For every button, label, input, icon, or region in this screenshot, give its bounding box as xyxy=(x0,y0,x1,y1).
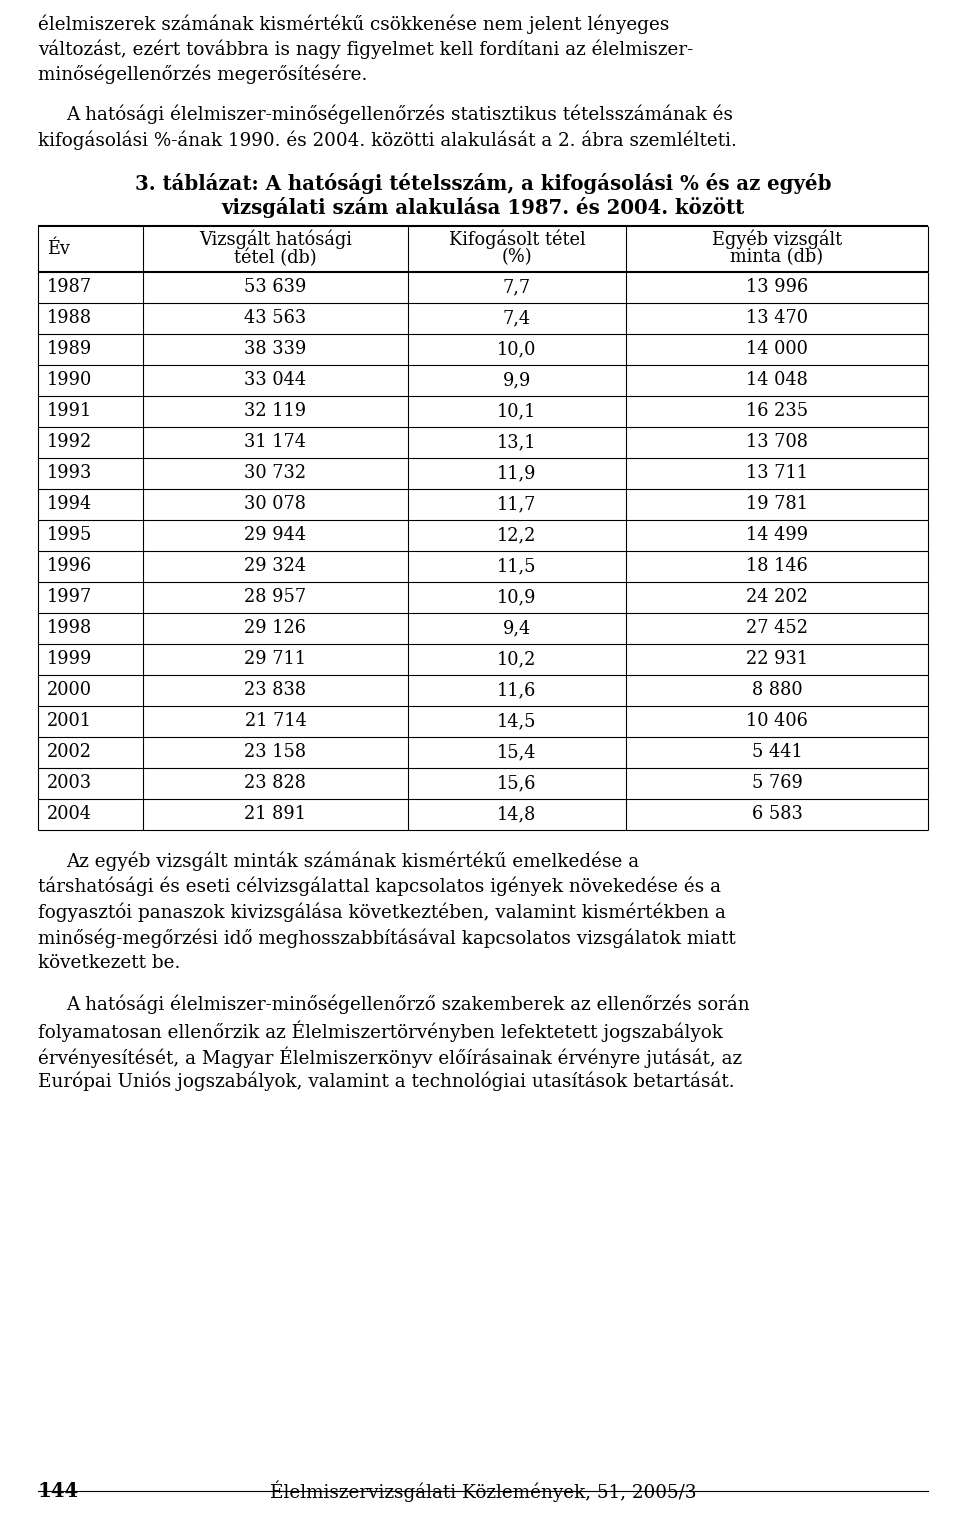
Text: 1999: 1999 xyxy=(47,650,92,668)
Text: 1989: 1989 xyxy=(47,340,92,358)
Text: A hatósági élelmiszer-minőségellenőrzés statisztikus tételsszámának és: A hatósági élelmiszer-minőségellenőrzés … xyxy=(66,105,733,125)
Text: 22 931: 22 931 xyxy=(746,650,808,668)
Text: 15,6: 15,6 xyxy=(497,775,537,791)
Text: Élelmiszervizsgálati Közlemények, 51, 2005/3: Élelmiszervizsgálati Közlemények, 51, 20… xyxy=(270,1481,696,1502)
Text: 23 828: 23 828 xyxy=(245,775,306,791)
Text: 14,8: 14,8 xyxy=(497,805,537,823)
Text: 10,2: 10,2 xyxy=(497,650,537,668)
Text: 14 499: 14 499 xyxy=(746,526,808,544)
Text: változást, ezért továbbra is nagy figyelmet kell fordítani az élelmiszer-: változást, ezért továbbra is nagy figyel… xyxy=(38,39,693,59)
Text: 24 202: 24 202 xyxy=(746,588,808,606)
Text: 1992: 1992 xyxy=(47,433,92,451)
Text: 10,9: 10,9 xyxy=(497,588,537,606)
Text: fogyasztói panaszok kivizsgálása következtében, valamint kismértékben a: fogyasztói panaszok kivizsgálása követke… xyxy=(38,902,726,922)
Text: vizsgálati szám alakulása 1987. és 2004. között: vizsgálati szám alakulása 1987. és 2004.… xyxy=(222,197,745,219)
Text: 2004: 2004 xyxy=(47,805,92,823)
Text: 30 078: 30 078 xyxy=(245,495,306,513)
Text: 1993: 1993 xyxy=(47,463,92,482)
Text: 13 996: 13 996 xyxy=(746,278,808,296)
Text: 11,5: 11,5 xyxy=(497,557,537,576)
Text: 1987: 1987 xyxy=(47,278,92,296)
Text: 5 441: 5 441 xyxy=(752,743,803,761)
Text: társhatósági és eseti célvizsgálattal kapcsolatos igények növekedése és a: társhatósági és eseti célvizsgálattal ka… xyxy=(38,876,721,896)
Text: minőségellenőrzés megerősítésére.: minőségellenőrzés megerősítésére. xyxy=(38,65,368,85)
Text: élelmiszerek számának kismértékű csökkenése nem jelent lényeges: élelmiszerek számának kismértékű csökken… xyxy=(38,14,669,33)
Text: 21 891: 21 891 xyxy=(245,805,306,823)
Text: folyamatosan ellenőrzik az Élelmiszertörvényben lefektetett jogszabályok: folyamatosan ellenőrzik az Élelmiszertör… xyxy=(38,1021,723,1042)
Text: 10 406: 10 406 xyxy=(746,712,808,731)
Text: 144: 144 xyxy=(38,1481,79,1501)
Text: 1988: 1988 xyxy=(47,308,92,327)
Text: (%): (%) xyxy=(502,249,532,266)
Text: 13 470: 13 470 xyxy=(746,308,808,327)
Text: minta (db): minta (db) xyxy=(731,249,824,266)
Text: 2001: 2001 xyxy=(47,712,92,731)
Text: 16 235: 16 235 xyxy=(746,403,808,419)
Text: Vizsgált hatósági: Vizsgált hatósági xyxy=(199,229,352,249)
Text: 29 711: 29 711 xyxy=(245,650,306,668)
Text: 2000: 2000 xyxy=(47,681,92,699)
Text: 8 880: 8 880 xyxy=(752,681,803,699)
Text: 1998: 1998 xyxy=(47,620,92,636)
Text: 21 714: 21 714 xyxy=(245,712,306,731)
Text: 29 324: 29 324 xyxy=(245,557,306,576)
Text: 1990: 1990 xyxy=(47,371,92,389)
Text: 23 158: 23 158 xyxy=(245,743,306,761)
Text: 13 711: 13 711 xyxy=(746,463,808,482)
Text: 1991: 1991 xyxy=(47,403,92,419)
Text: 1997: 1997 xyxy=(47,588,92,606)
Text: 11,6: 11,6 xyxy=(497,681,537,699)
Text: 1996: 1996 xyxy=(47,557,92,576)
Text: Kifogásolt tétel: Kifogásolt tétel xyxy=(448,229,586,249)
Text: Európai Uniós jogszabályok, valamint a technológiai utasítások betartását.: Európai Uniós jogszabályok, valamint a t… xyxy=(38,1071,734,1091)
Text: Egyéb vizsgált: Egyéb vizsgált xyxy=(712,229,842,249)
Text: 43 563: 43 563 xyxy=(245,308,306,327)
Text: 3. táblázat: A hatósági tételsszám, a kifogásolási % és az egyéb: 3. táblázat: A hatósági tételsszám, a ki… xyxy=(134,173,831,194)
Text: érvényesítését, a Magyar Élelmiszerкönyv előírásainak érvényre jutását, az: érvényesítését, a Magyar Élelmiszerкönyv… xyxy=(38,1047,742,1068)
Text: 27 452: 27 452 xyxy=(746,620,808,636)
Text: 11,9: 11,9 xyxy=(497,463,537,482)
Text: Az egyéb vizsgált minták számának kismértékű emelkedése a: Az egyéb vizsgált minták számának kismér… xyxy=(66,852,639,870)
Text: Év: Év xyxy=(47,240,70,258)
Text: 12,2: 12,2 xyxy=(497,526,537,544)
Text: 5 769: 5 769 xyxy=(752,775,803,791)
Text: 23 838: 23 838 xyxy=(245,681,306,699)
Text: 10,1: 10,1 xyxy=(497,403,537,419)
Text: 1994: 1994 xyxy=(47,495,92,513)
Text: 33 044: 33 044 xyxy=(245,371,306,389)
Text: következett be.: következett be. xyxy=(38,954,180,972)
Text: 14 048: 14 048 xyxy=(746,371,808,389)
Text: 29 944: 29 944 xyxy=(245,526,306,544)
Text: 29 126: 29 126 xyxy=(245,620,306,636)
Text: 13,1: 13,1 xyxy=(497,433,537,451)
Text: 7,4: 7,4 xyxy=(503,308,531,327)
Text: 38 339: 38 339 xyxy=(244,340,306,358)
Text: 53 639: 53 639 xyxy=(244,278,306,296)
Text: 14 000: 14 000 xyxy=(746,340,808,358)
Text: 18 146: 18 146 xyxy=(746,557,808,576)
Text: minőség-megőrzési idő meghosszabbításával kapcsolatos vizsgálatok miatt: minőség-megőrzési idő meghosszabbításáva… xyxy=(38,928,735,948)
Text: 19 781: 19 781 xyxy=(746,495,808,513)
Text: 9,9: 9,9 xyxy=(503,371,531,389)
Text: 32 119: 32 119 xyxy=(245,403,306,419)
Text: A hatósági élelmiszer-minőségellenőrző szakemberek az ellenőrzés során: A hatósági élelmiszer-minőségellenőrző s… xyxy=(66,995,750,1015)
Text: 2002: 2002 xyxy=(47,743,92,761)
Text: 14,5: 14,5 xyxy=(497,712,537,731)
Text: tétel (db): tétel (db) xyxy=(234,248,317,267)
Text: 6 583: 6 583 xyxy=(752,805,803,823)
Text: 10,0: 10,0 xyxy=(497,340,537,358)
Text: 11,7: 11,7 xyxy=(497,495,537,513)
Text: kifogásolási %-ának 1990. és 2004. közötti alakulását a 2. ábra szemlélteti.: kifogásolási %-ának 1990. és 2004. közöt… xyxy=(38,131,737,149)
Text: 15,4: 15,4 xyxy=(497,743,537,761)
Text: 30 732: 30 732 xyxy=(245,463,306,482)
Text: 2003: 2003 xyxy=(47,775,92,791)
Text: 28 957: 28 957 xyxy=(245,588,306,606)
Text: 31 174: 31 174 xyxy=(245,433,306,451)
Text: 7,7: 7,7 xyxy=(503,278,531,296)
Text: 13 708: 13 708 xyxy=(746,433,808,451)
Text: 1995: 1995 xyxy=(47,526,92,544)
Text: 9,4: 9,4 xyxy=(503,620,531,636)
